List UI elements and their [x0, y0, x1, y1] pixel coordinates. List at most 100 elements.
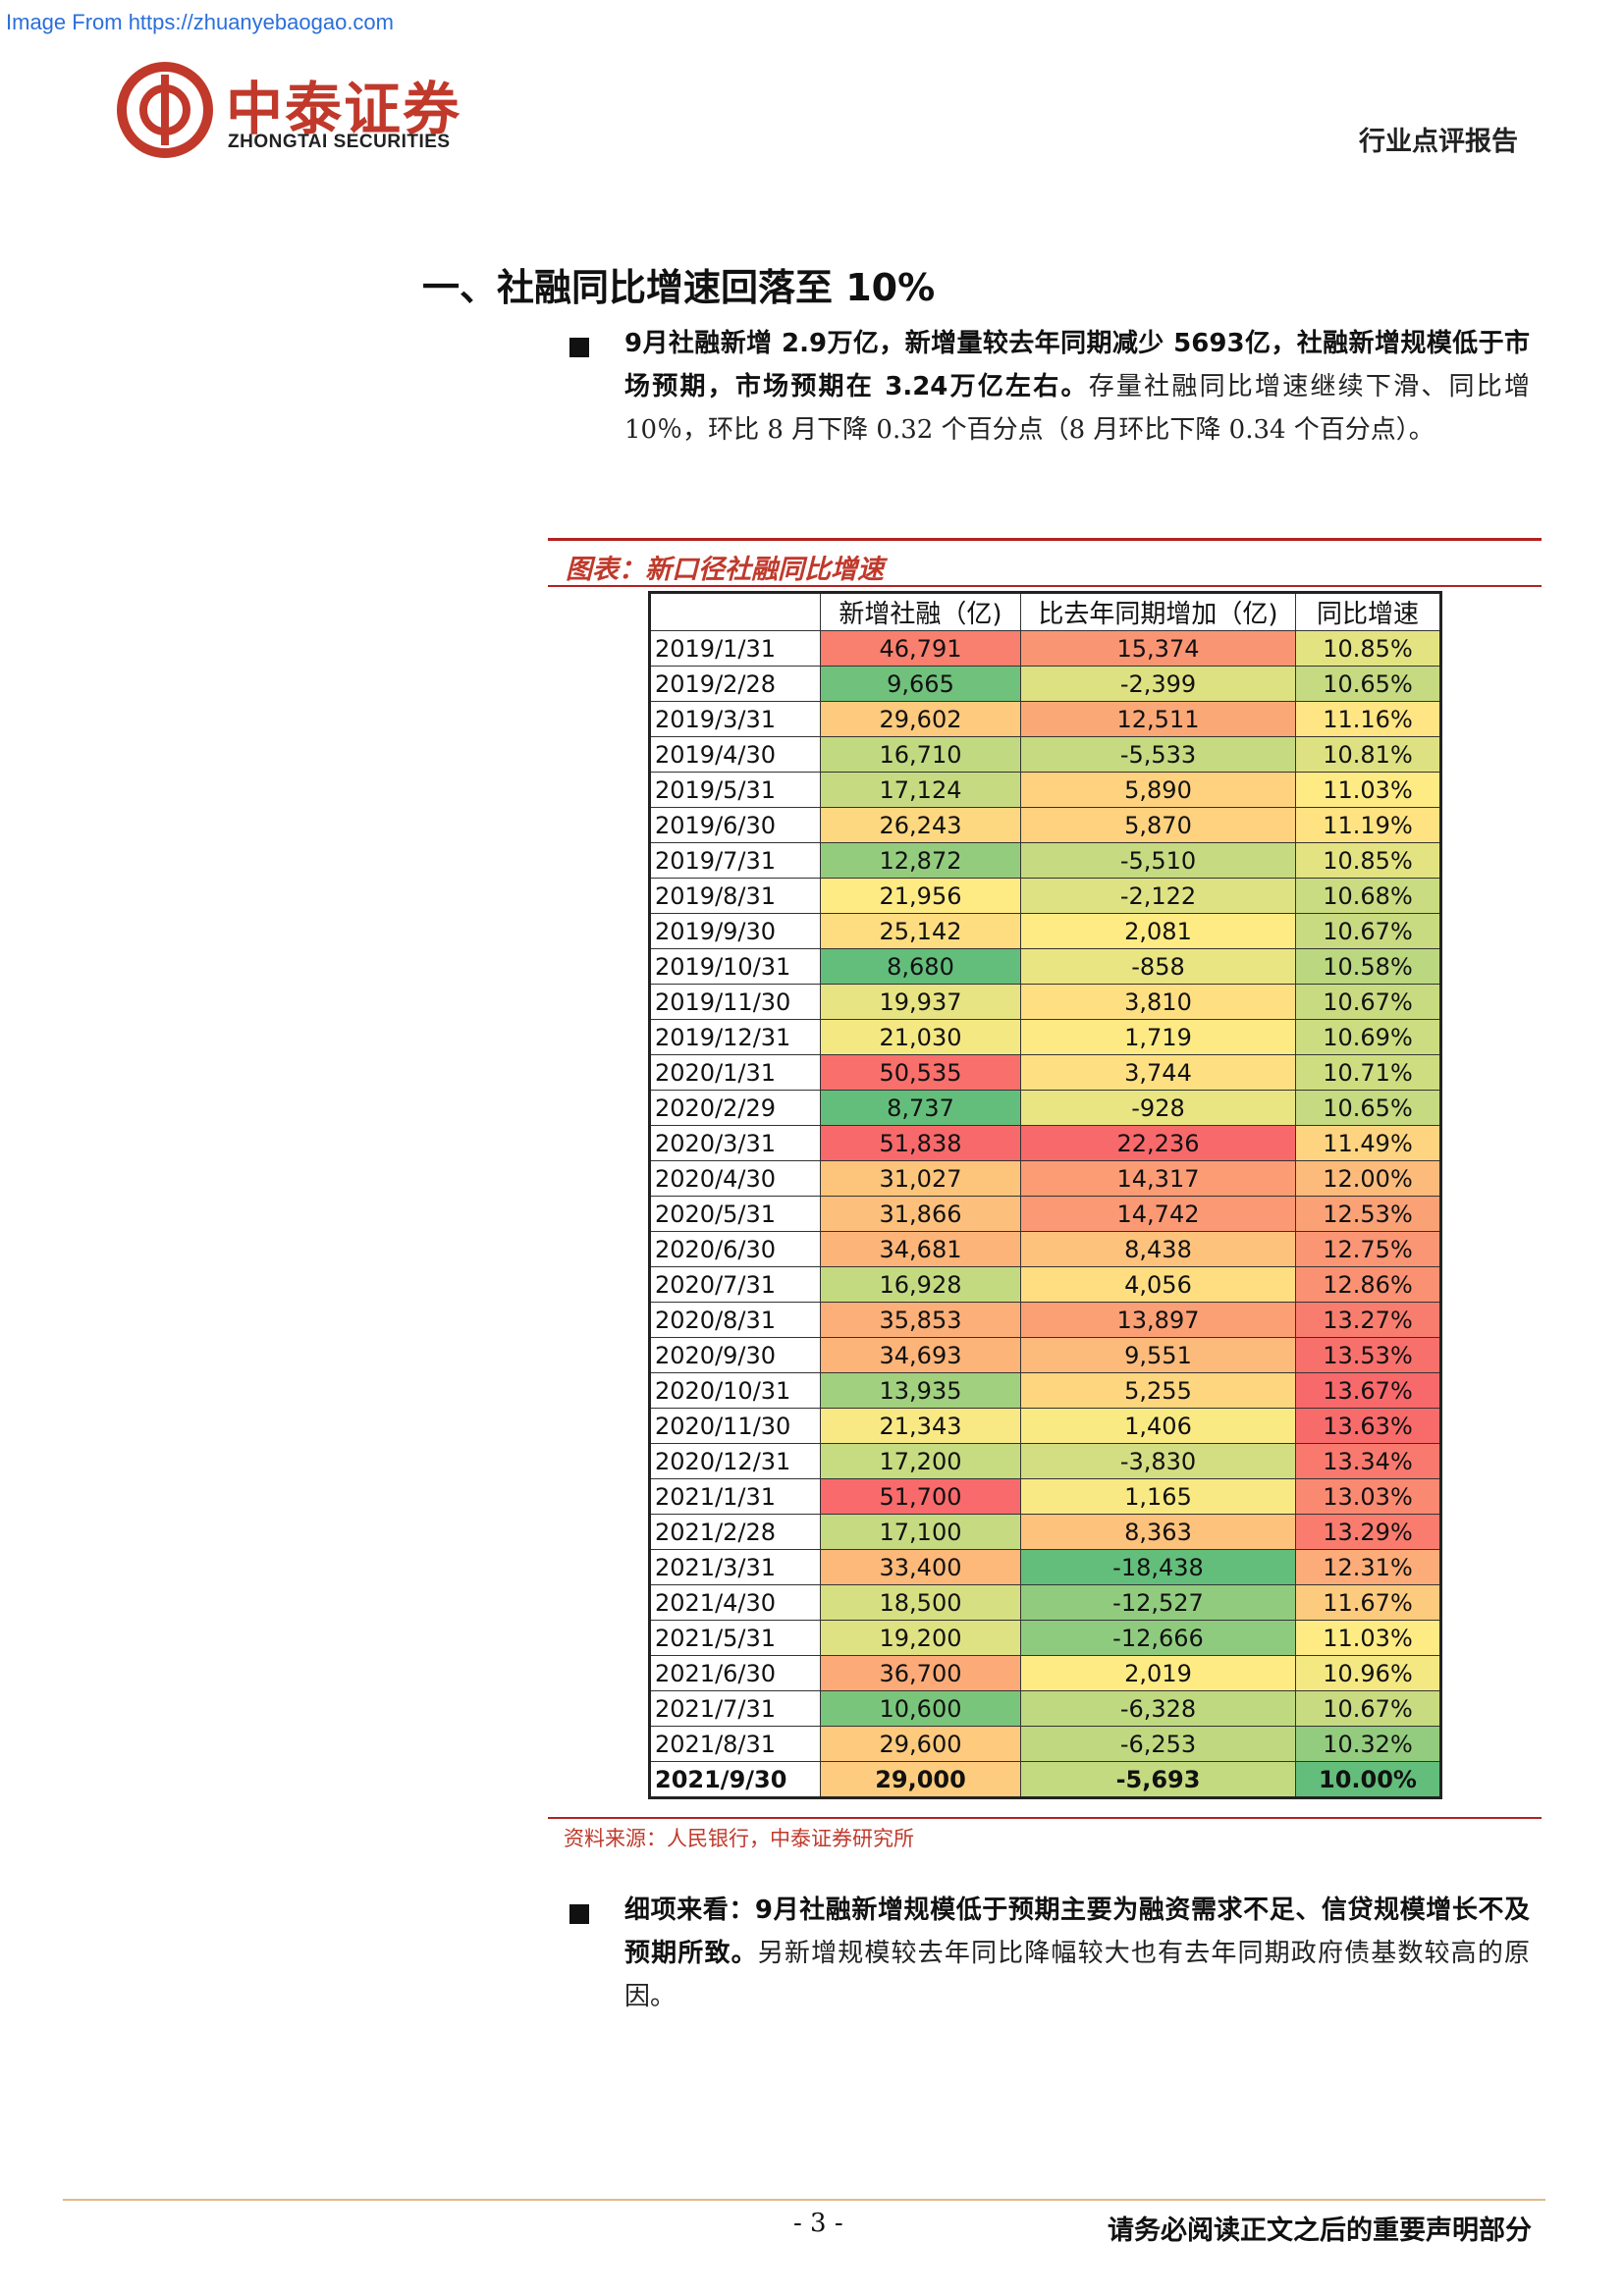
table-row: 2021/3/31 33,400 -18,438 12.31%	[649, 1549, 1441, 1585]
table-cell-new-financing: 18,500	[820, 1584, 1021, 1621]
table-cell-growth-rate: 10.65%	[1295, 1090, 1441, 1126]
page-number: - 3 -	[793, 2209, 843, 2238]
paragraph-details: 细项来看：9月社融新增规模低于预期主要为融资需求不足、信贷规模增长不及预期所致。…	[566, 1889, 1530, 2018]
table-row: 2019/12/31 21,030 1,719 10.69%	[649, 1019, 1441, 1055]
table-cell-new-financing: 12,872	[820, 842, 1021, 879]
table-cell-new-financing: 17,124	[820, 772, 1021, 808]
table-cell-new-financing: 34,693	[820, 1337, 1021, 1373]
table-cell-yoy-increase: -5,533	[1020, 736, 1296, 773]
table-cell-growth-rate: 10.69%	[1295, 1019, 1441, 1055]
table-cell-yoy-increase: 1,719	[1020, 1019, 1296, 1055]
table-cell-yoy-increase: 9,551	[1020, 1337, 1296, 1373]
table-cell-new-financing: 16,928	[820, 1266, 1021, 1303]
table-cell-yoy-increase: -12,666	[1020, 1620, 1296, 1656]
table-cell-yoy-increase: -5,693	[1020, 1761, 1296, 1798]
table-cell-growth-rate: 12.00%	[1295, 1160, 1441, 1197]
table-cell-new-financing: 29,602	[820, 701, 1021, 737]
table-cell-new-financing: 8,737	[820, 1090, 1021, 1126]
table-row: 2020/4/30 31,027 14,317 12.00%	[649, 1160, 1441, 1197]
table-cell-date: 2019/12/31	[649, 1019, 821, 1055]
table-cell-growth-rate: 13.34%	[1295, 1443, 1441, 1479]
paragraph-details-bold: 细项来看：9月社融新增规模低于预期主要为融资需求不足、信贷规模增长不及预期所致。	[624, 1896, 1530, 1968]
table-cell-date: 2020/4/30	[649, 1160, 821, 1197]
table-cell-growth-rate: 10.67%	[1295, 1690, 1441, 1727]
table-row: 2019/5/31 17,124 5,890 11.03%	[649, 772, 1441, 808]
table-cell-growth-rate: 13.27%	[1295, 1302, 1441, 1338]
table-cell-new-financing: 25,142	[820, 913, 1021, 949]
table-cell-yoy-increase: 4,056	[1020, 1266, 1296, 1303]
table-cell-date: 2020/9/30	[649, 1337, 821, 1373]
table-cell-date: 2019/9/30	[649, 913, 821, 949]
table-cell-yoy-increase: 3,744	[1020, 1054, 1296, 1091]
table-row: 2019/2/28 9,665 -2,399 10.65%	[649, 666, 1441, 702]
table-cell-growth-rate: 10.58%	[1295, 948, 1441, 985]
table-cell-date: 2019/6/30	[649, 807, 821, 843]
figure-bottom-rule	[548, 1817, 1542, 1819]
table-cell-new-financing: 21,030	[820, 1019, 1021, 1055]
table-cell-growth-rate: 10.71%	[1295, 1054, 1441, 1091]
figure-title-rule	[548, 585, 1542, 587]
table-cell-date: 2020/3/31	[649, 1125, 821, 1161]
table-row: 2019/3/31 29,602 12,511 11.16%	[649, 701, 1441, 737]
table-cell-growth-rate: 10.81%	[1295, 736, 1441, 773]
table-cell-yoy-increase: 8,363	[1020, 1514, 1296, 1550]
table-cell-yoy-increase: 2,081	[1020, 913, 1296, 949]
logo-text-en: ZHONGTAI SECURITIES	[228, 132, 451, 152]
table-cell-new-financing: 16,710	[820, 736, 1021, 773]
table-row: 2019/4/30 16,710 -5,533 10.81%	[649, 736, 1441, 773]
table-cell-new-financing: 17,200	[820, 1443, 1021, 1479]
table-row: 2021/5/31 19,200 -12,666 11.03%	[649, 1620, 1441, 1656]
table-header-yoy-increase: 比去年同期增加（亿)	[1020, 592, 1296, 631]
report-type-label: 行业点评报告	[1359, 127, 1518, 157]
table-cell-new-financing: 50,535	[820, 1054, 1021, 1091]
table-header-new-financing: 新增社融（亿)	[820, 592, 1021, 631]
logo-text-cn: 中泰证券	[226, 76, 462, 142]
watermark-text: Image From https://zhuanyebaogao.com	[6, 10, 394, 34]
table-cell-growth-rate: 13.63%	[1295, 1408, 1441, 1444]
table-row: 2019/10/31 8,680 -858 10.58%	[649, 948, 1441, 985]
table-row: 2020/1/31 50,535 3,744 10.71%	[649, 1054, 1441, 1091]
table-cell-yoy-increase: 8,438	[1020, 1231, 1296, 1267]
table-cell-date: 2019/3/31	[649, 701, 821, 737]
table-cell-new-financing: 46,791	[820, 630, 1021, 667]
company-logo: 中泰证券 ZHONGTAI SECURITIES	[116, 61, 489, 169]
table-cell-new-financing: 29,600	[820, 1726, 1021, 1762]
table-cell-date: 2020/8/31	[649, 1302, 821, 1338]
table-cell-new-financing: 31,027	[820, 1160, 1021, 1197]
table-cell-growth-rate: 10.32%	[1295, 1726, 1441, 1762]
table-cell-new-financing: 8,680	[820, 948, 1021, 985]
table-cell-yoy-increase: 3,810	[1020, 984, 1296, 1020]
table-row: 2019/7/31 12,872 -5,510 10.85%	[649, 842, 1441, 879]
table-cell-new-financing: 13,935	[820, 1372, 1021, 1409]
table-cell-growth-rate: 11.67%	[1295, 1584, 1441, 1621]
table-cell-yoy-increase: 5,890	[1020, 772, 1296, 808]
table-cell-date: 2020/1/31	[649, 1054, 821, 1091]
table-cell-growth-rate: 10.85%	[1295, 842, 1441, 879]
table-row: 2019/9/30 25,142 2,081 10.67%	[649, 913, 1441, 949]
table-cell-yoy-increase: 15,374	[1020, 630, 1296, 667]
table-cell-new-financing: 17,100	[820, 1514, 1021, 1550]
table-row: 2020/3/31 51,838 22,236 11.49%	[649, 1125, 1441, 1161]
table-cell-growth-rate: 11.03%	[1295, 772, 1441, 808]
table-header-date	[649, 592, 821, 631]
table-cell-date: 2019/8/31	[649, 878, 821, 914]
table-cell-yoy-increase: -5,510	[1020, 842, 1296, 879]
table-cell-new-financing: 51,700	[820, 1478, 1021, 1515]
paragraph-summary-normal: 存量社融同比增速继续下滑、同比增 10％，环比 8 月下降 0.32 个百分点（…	[624, 372, 1530, 445]
table-cell-growth-rate: 13.03%	[1295, 1478, 1441, 1515]
table-cell-date: 2019/5/31	[649, 772, 821, 808]
table-row: 2020/5/31 31,866 14,742 12.53%	[649, 1196, 1441, 1232]
table-cell-growth-rate: 11.19%	[1295, 807, 1441, 843]
table-cell-new-financing: 26,243	[820, 807, 1021, 843]
table-cell-date: 2019/1/31	[649, 630, 821, 667]
table-cell-date: 2020/10/31	[649, 1372, 821, 1409]
table-cell-date: 2021/1/31	[649, 1478, 821, 1515]
table-cell-date: 2019/4/30	[649, 736, 821, 773]
table-cell-new-financing: 10,600	[820, 1690, 1021, 1727]
table-row: 2020/7/31 16,928 4,056 12.86%	[649, 1266, 1441, 1303]
table-cell-new-financing: 34,681	[820, 1231, 1021, 1267]
table-cell-date: 2021/7/31	[649, 1690, 821, 1727]
table-cell-growth-rate: 10.85%	[1295, 630, 1441, 667]
figure-title: 图表：新口径社融同比增速	[566, 555, 884, 585]
table-cell-growth-rate: 12.86%	[1295, 1266, 1441, 1303]
